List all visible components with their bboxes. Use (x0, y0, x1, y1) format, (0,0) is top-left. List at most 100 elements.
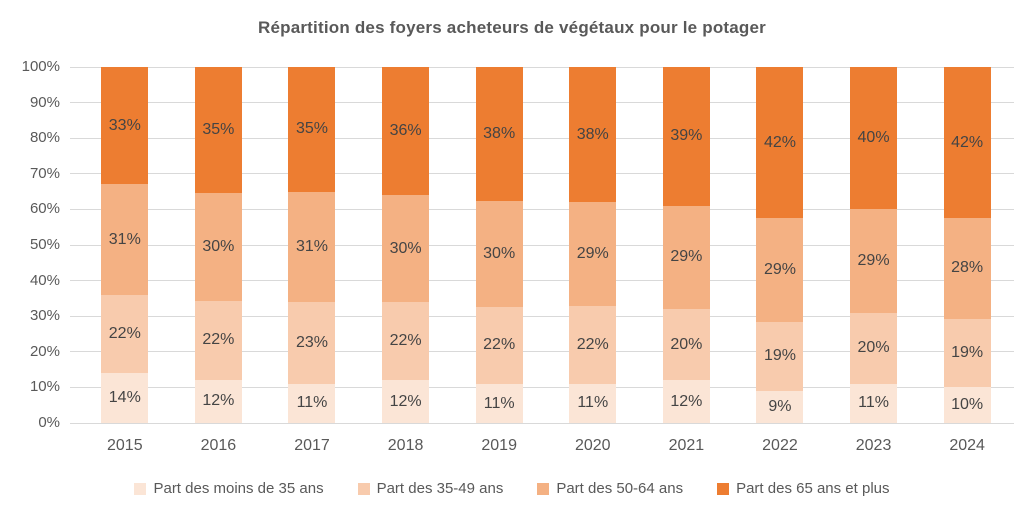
bar-segment: 38% (569, 67, 617, 203)
bar-segment: 29% (662, 205, 710, 310)
bar-segment: 22% (382, 301, 430, 381)
bar-column-2022: 42% 29% 19% 9% (733, 67, 827, 423)
stacked-bar-2023: 40% 29% 20% 11% (850, 67, 898, 423)
bar-segment: 22% (101, 294, 149, 374)
bar-value-label: 19% (951, 343, 984, 361)
x-tick-label: 2022 (762, 437, 798, 454)
bar-segment: 12% (662, 380, 710, 423)
bar-value-label: 14% (108, 389, 141, 407)
gridline (70, 102, 1014, 104)
bar-segment: 29% (850, 209, 898, 313)
bar-value-label: 29% (857, 252, 890, 270)
legend-label: Part des moins de 35 ans (153, 480, 324, 497)
bar-value-label: 31% (295, 237, 328, 255)
bar-value-label: 35% (295, 120, 328, 138)
bar-value-label: 10% (951, 396, 984, 414)
bar-value-label: 29% (576, 244, 609, 262)
bar-value-label: 30% (202, 237, 235, 255)
bar-segment: 22% (475, 306, 523, 385)
bar-value-label: 35% (202, 120, 235, 138)
bar-value-label: 38% (483, 124, 516, 142)
stacked-bar-2018: 36% 30% 22% 12% (382, 67, 430, 423)
bar-value-label: 22% (483, 336, 516, 354)
legend-item: Part des moins de 35 ans (134, 480, 324, 497)
y-tick-label: 70% (29, 164, 60, 182)
bar-segment: 30% (194, 192, 242, 301)
bar-value-label: 19% (763, 347, 796, 365)
bar-column-2019: 38% 30% 22% 11% (452, 67, 546, 423)
bar-value-label: 39% (670, 127, 703, 145)
bar-value-label: 30% (389, 239, 422, 257)
bar-column-2023: 40% 29% 20% 11% (827, 67, 921, 423)
gridline (70, 280, 1014, 282)
legend-label: Part des 65 ans et plus (736, 480, 890, 497)
stacked-bar-2016: 35% 30% 22% 12% (194, 67, 242, 423)
x-tick-label: 2015 (107, 437, 143, 454)
legend-label: Part des 50-64 ans (556, 480, 684, 497)
bar-segment: 20% (662, 309, 710, 381)
bar-value-label: 31% (108, 230, 141, 248)
stacked-bar-2015: 33% 31% 22% 14% (101, 67, 149, 423)
legend-swatch-icon (717, 482, 730, 495)
legend-item: Part des 35-49 ans (357, 480, 503, 497)
bar-segment: 30% (382, 195, 430, 302)
plot-area: 100% 90% 80% 70% 60% 50% 40% 30% 20% 10% 0% 33% 31%… (0, 58, 1024, 431)
gridline (70, 351, 1014, 353)
stacked-bar-2021: 39% 29% 20% 12% (662, 67, 710, 423)
bar-value-label: 23% (295, 333, 328, 351)
bar-segment: 22% (569, 305, 617, 384)
x-axis: 2015 2016 2017 2018 2019 2020 2021 2022 2023 2024 (78, 437, 1014, 455)
bar-column-2016: 35% 30% 22% 12% (172, 67, 266, 423)
bar-value-label: 22% (389, 332, 422, 350)
legend-item: Part des 50-64 ans (537, 480, 683, 497)
x-tick-label: 2023 (855, 437, 892, 454)
bar-value-label: 11% (577, 394, 609, 412)
bar-segment: 29% (569, 202, 617, 306)
gridline (70, 244, 1014, 246)
bars-container: 33% 31% 22% 14% 35% 30% 22% 12% 35% 31% 23% 11% 36% 3… (78, 67, 1014, 423)
legend-swatch-icon (134, 482, 147, 495)
bar-value-label: 38% (576, 125, 609, 143)
chart-title: Répartition des foyers acheteurs de végé… (258, 18, 766, 37)
bar-value-label: 30% (483, 244, 516, 262)
gridline (70, 173, 1014, 175)
x-tick-label: 2019 (481, 437, 517, 454)
bar-segment: 31% (101, 184, 149, 295)
stacked-bar-2022: 42% 29% 19% 9% (756, 67, 804, 423)
bar-segment: 11% (475, 384, 523, 423)
bar-value-label: 36% (389, 122, 422, 140)
bar-segment: 14% (101, 373, 149, 423)
gridline (70, 422, 1014, 424)
bar-segment: 39% (662, 67, 710, 206)
gridline (70, 137, 1014, 139)
bar-segment: 11% (288, 383, 336, 423)
bar-segment: 40% (850, 67, 898, 210)
bar-segment: 35% (194, 67, 242, 193)
bar-value-label: 22% (108, 325, 141, 342)
gridline (70, 208, 1014, 210)
y-tick-label: 0% (38, 414, 60, 431)
bar-value-label: 20% (670, 335, 703, 353)
bar-segment: 23% (288, 301, 336, 384)
bar-segment: 31% (288, 191, 336, 302)
bar-segment: 33% (101, 67, 149, 185)
bar-segment: 11% (850, 383, 898, 423)
x-tick-label: 2021 (668, 437, 705, 454)
bar-value-label: 11% (296, 394, 328, 412)
bar-segment: 29% (756, 218, 804, 323)
x-tick-label: 2018 (387, 437, 424, 454)
bar-segment: 20% (850, 312, 898, 384)
bar-value-label: 12% (389, 392, 422, 410)
y-tick-label: 30% (29, 307, 60, 325)
gridline (70, 315, 1014, 317)
bar-segment: 12% (382, 380, 430, 423)
bar-value-label: 42% (951, 133, 984, 151)
x-tick-label: 2016 (200, 437, 237, 454)
bar-segment: 28% (943, 218, 991, 319)
y-axis: 100% 90% 80% 70% 60% 50% 40% 30% 20% 10% 0% (0, 58, 60, 431)
bar-segment: 12% (194, 379, 242, 423)
bar-value-label: 11% (483, 394, 515, 412)
bar-segment: 42% (943, 67, 991, 219)
y-tick-label: 10% (29, 378, 60, 396)
